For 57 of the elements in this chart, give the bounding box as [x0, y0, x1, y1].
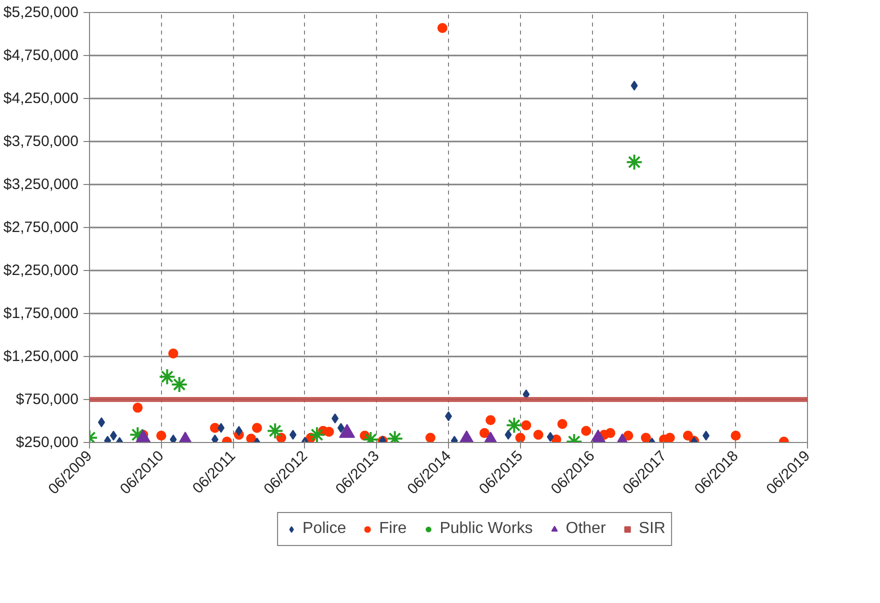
y-tick-label: $750,000 [16, 391, 79, 408]
point [308, 426, 326, 442]
point [486, 415, 496, 426]
point [521, 420, 532, 430]
point [640, 432, 651, 442]
point [211, 434, 218, 442]
point [437, 22, 448, 33]
point [158, 368, 176, 386]
point [605, 428, 616, 438]
point [110, 430, 117, 441]
point [210, 422, 220, 433]
point [324, 426, 334, 437]
point [168, 348, 178, 358]
point [246, 434, 256, 442]
legend-label: Public Works [440, 520, 533, 538]
point [170, 434, 177, 442]
point [252, 422, 262, 433]
point [218, 422, 225, 433]
point [581, 426, 592, 436]
point [557, 419, 568, 429]
y-tick-label: $3,250,000 [3, 176, 79, 193]
point [289, 430, 296, 440]
point [551, 434, 562, 442]
point [506, 416, 523, 434]
point [98, 417, 105, 428]
y-tick-label: $1,250,000 [3, 348, 79, 365]
point [156, 430, 166, 441]
legend-label: Fire [379, 520, 407, 538]
y-tick-label: $1,750,000 [3, 305, 79, 322]
y-tick-label: $3,750,000 [3, 133, 79, 150]
point [515, 432, 526, 442]
point [546, 432, 554, 442]
y-tick-label: $2,750,000 [3, 219, 79, 236]
y-tick-label: $2,250,000 [3, 262, 79, 279]
point [533, 430, 544, 440]
point [170, 376, 188, 393]
point [266, 422, 284, 440]
legend-label: Other [566, 520, 606, 538]
y-tick-label: $4,750,000 [3, 47, 79, 64]
point [425, 432, 436, 442]
point [702, 430, 710, 441]
legend-label: Police [302, 520, 346, 538]
point [235, 426, 242, 436]
point [504, 430, 512, 440]
point [630, 80, 638, 91]
y-tick-label: $250,000 [16, 434, 79, 451]
point [332, 413, 339, 424]
y-tick-label: $4,250,000 [3, 90, 79, 107]
point [730, 430, 741, 441]
point [623, 430, 634, 441]
point [479, 428, 490, 438]
y-tick-label: $5,250,000 [3, 4, 79, 21]
point [664, 432, 675, 442]
point [626, 154, 643, 171]
point [132, 402, 143, 413]
point [337, 422, 344, 433]
legend-label: SIR [638, 520, 666, 538]
